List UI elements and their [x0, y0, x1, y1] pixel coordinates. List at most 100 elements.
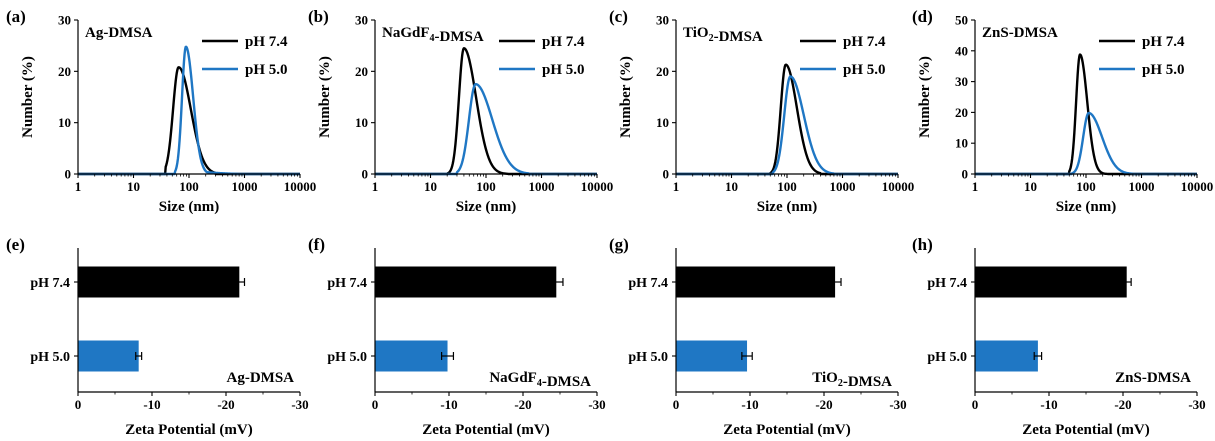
- category-label: pH 5.0: [927, 350, 967, 365]
- chart-title: NaGdF4-DMSA: [489, 370, 591, 390]
- x-axis-title: Zeta Potential (mV): [422, 422, 549, 438]
- text-part: TiO: [683, 25, 709, 41]
- x-tick-label: -30: [291, 397, 308, 412]
- legend-label: pH 7.4: [542, 34, 585, 50]
- series-line-ph-7-4: [675, 63, 899, 176]
- x-axis-title: Size (nm): [159, 199, 219, 215]
- y-tick-label: 40: [955, 43, 968, 58]
- bar-ph-5-0: [975, 340, 1038, 372]
- text-part: -DMSA: [435, 29, 484, 45]
- text-part: Ag-DMSA: [85, 25, 153, 41]
- x-tick-label: 10000: [284, 179, 317, 194]
- x-axis-title: Zeta Potential (mV): [1022, 422, 1149, 438]
- panel-letter: (f): [308, 235, 325, 254]
- panel-letter: (c): [609, 7, 628, 26]
- bar-ph-5-0: [78, 340, 139, 372]
- text-part: NaGdF: [489, 370, 537, 386]
- text-part: Ag-DMSA: [227, 370, 295, 386]
- chart-title: NaGdF4-DMSA: [382, 25, 484, 45]
- text-part: TiO: [812, 370, 838, 386]
- x-tick-label: 1: [75, 179, 82, 194]
- y-tick-label: 10: [355, 115, 368, 130]
- text-part: 2: [838, 378, 843, 389]
- x-tick-label: 10: [424, 179, 437, 194]
- x-tick-label: 1: [673, 179, 680, 194]
- x-tick-label: 10000: [882, 179, 915, 194]
- series-line-ph-5-0: [675, 75, 899, 176]
- bar-ph-7-4: [975, 266, 1127, 298]
- x-tick-label: -30: [1188, 397, 1205, 412]
- text-part: 4: [430, 33, 435, 44]
- x-tick-label: 0: [75, 397, 82, 412]
- legend-label: pH 7.4: [245, 34, 288, 50]
- x-tick-label: -30: [588, 397, 605, 412]
- x-tick-label: -10: [143, 397, 160, 412]
- x-tick-label: 10: [725, 179, 738, 194]
- text-part: -DMSA: [843, 374, 892, 390]
- y-tick-label: 10: [955, 136, 968, 151]
- chart-title: TiO2-DMSA: [812, 370, 892, 390]
- legend-label: pH 5.0: [843, 62, 886, 78]
- y-tick-label: 50: [955, 13, 968, 28]
- text-part: 4: [537, 378, 542, 389]
- category-label: pH 7.4: [927, 276, 967, 291]
- chart-panel-h: pH 7.4 pH 5.0 0 -10 -20 -30 Zeta Potential (mV…: [912, 235, 1206, 438]
- chart-panel-d: 1 10 100 1000 10000 0 10 20 30 40 50 Size (nm) Numbe…: [912, 7, 1213, 215]
- panel-letter: (h): [912, 235, 933, 254]
- y-tick-label: 0: [65, 167, 72, 182]
- x-tick-label: -10: [1040, 397, 1057, 412]
- x-tick-label: -20: [1114, 397, 1131, 412]
- y-tick-label: 10: [58, 115, 71, 130]
- legend-label: pH 7.4: [843, 34, 886, 50]
- x-tick-label: 1: [972, 179, 979, 194]
- panel-letter: (b): [308, 7, 329, 26]
- y-tick-label: 20: [955, 105, 968, 120]
- y-tick-label: 30: [955, 74, 968, 89]
- chart-title: TiO2-DMSA: [683, 25, 763, 45]
- y-tick-label: 0: [962, 167, 969, 182]
- chart-panel-g: pH 7.4 pH 5.0 0 -10 -20 -30 Zeta Potential (mV…: [609, 235, 907, 438]
- x-tick-label: 0: [972, 397, 979, 412]
- x-tick-label: 100: [476, 179, 496, 194]
- x-tick-label: 100: [1076, 179, 1096, 194]
- category-label: pH 5.0: [628, 350, 668, 365]
- bar-ph-5-0: [676, 340, 748, 372]
- x-tick-label: -30: [889, 397, 906, 412]
- x-tick-label: 1000: [529, 179, 555, 194]
- x-axis-title: Size (nm): [456, 199, 516, 215]
- text-part: -DMSA: [542, 374, 591, 390]
- bar-ph-7-4: [676, 266, 836, 298]
- y-axis-title: Number (%): [20, 56, 36, 138]
- x-tick-label: 10: [1024, 179, 1037, 194]
- chart-panel-f: pH 7.4 pH 5.0 0 -10 -20 -30 Zeta Potential (mV…: [308, 235, 606, 438]
- x-axis-title: Zeta Potential (mV): [723, 422, 850, 438]
- chart-title: ZnS-DMSA: [982, 25, 1058, 41]
- y-tick-label: 30: [656, 13, 669, 28]
- legend-label: pH 5.0: [245, 62, 288, 78]
- y-axis-title: Number (%): [618, 56, 634, 138]
- bar-ph-5-0: [375, 340, 448, 372]
- text-part: 2: [709, 33, 714, 44]
- x-tick-label: 1: [372, 179, 379, 194]
- chart-panel-c: 1 10 100 1000 10000 0 10 20 30 Size (nm) Number (%…: [609, 7, 914, 215]
- x-tick-label: -20: [514, 397, 531, 412]
- x-tick-label: 0: [673, 397, 680, 412]
- text-part: -DMSA: [714, 29, 763, 45]
- category-label: pH 7.4: [327, 276, 367, 291]
- y-tick-label: 30: [58, 13, 71, 28]
- chart-title: Ag-DMSA: [227, 370, 295, 386]
- category-label: pH 5.0: [327, 350, 367, 365]
- x-tick-label: 100: [179, 179, 199, 194]
- y-tick-label: 20: [58, 64, 71, 79]
- x-axis-title: Size (nm): [757, 199, 817, 215]
- bar-ph-7-4: [78, 266, 240, 298]
- x-tick-label: 0: [372, 397, 379, 412]
- category-label: pH 7.4: [628, 276, 668, 291]
- y-tick-label: 20: [355, 64, 368, 79]
- x-axis-title: Size (nm): [1056, 199, 1116, 215]
- y-axis-title: Number (%): [317, 56, 333, 138]
- panel-letter: (a): [6, 7, 26, 26]
- bar-ph-7-4: [375, 266, 557, 298]
- y-tick-label: 0: [663, 167, 670, 182]
